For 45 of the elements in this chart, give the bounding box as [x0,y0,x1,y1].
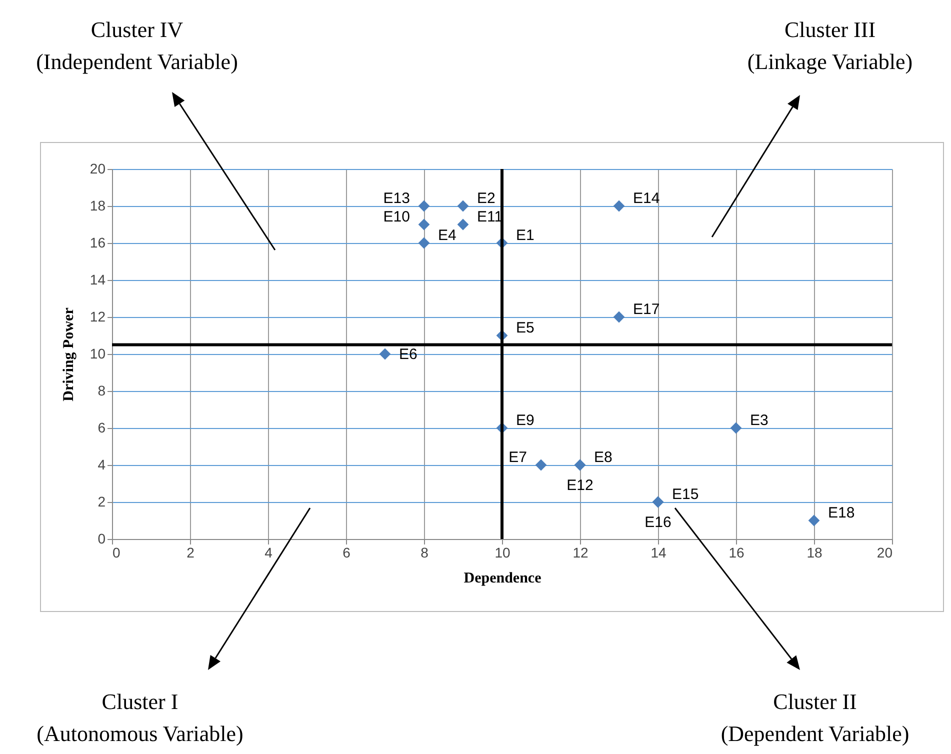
annotation: E14 [633,190,660,207]
y-tick-label: 10 [90,346,106,362]
x-tick-label: 18 [806,544,822,560]
annotation: E1 [516,227,534,244]
x-tick-label: 2 [186,544,195,560]
y-tick-label: 8 [98,382,106,398]
x-tick-label: 8 [420,544,429,560]
y-tick-label: 18 [90,198,106,214]
annotation: E12 [566,477,594,494]
text: Cluster IV (Independent Variable) [35,16,239,76]
y-tick-label: 6 [98,420,106,436]
x-tick-label: 12 [572,544,588,560]
annotation: E16 [644,514,672,531]
annotation: E18 [828,504,855,522]
x-tick-label: 0 [112,544,120,560]
y-tick-label: 16 [90,234,106,250]
y-axis-title: Driving Power [60,307,77,402]
annotation: E9 [516,412,534,429]
annotation: E15 [672,486,699,503]
text: Cluster II (Dependent Variable) [720,688,910,748]
text: Cluster I (Autonomous Variable) [36,688,244,748]
annotation: E4 [438,227,456,244]
y-tick-label: 20 [90,160,106,176]
x-tick-label: 10 [494,544,510,560]
annotation: E8 [594,449,612,466]
y-tick-label: 12 [90,308,106,324]
x-tick-label: 14 [650,544,666,560]
x-tick-label: 6 [342,544,351,560]
annotation: E13 [383,190,410,207]
y-tick-label: 0 [98,530,106,546]
annotation: E2 [477,190,496,207]
y-tick-label: 2 [98,494,106,510]
y-tick-label: 14 [90,272,106,288]
annotation: E17 [633,301,660,318]
annotation: E11 [477,208,503,226]
x-tick-label: 4 [264,544,273,560]
text: Cluster III (Linkage Variable) [746,16,914,76]
x-tick-label: 20 [876,544,893,560]
x-axis-title: Dependence [464,570,542,586]
x-tick-label: 16 [728,544,744,560]
y-tick-label: 4 [98,456,106,472]
annotation: E7 [508,449,527,466]
annotation: E5 [516,320,534,336]
annotation: E10 [383,208,410,226]
annotation: E3 [750,412,768,429]
